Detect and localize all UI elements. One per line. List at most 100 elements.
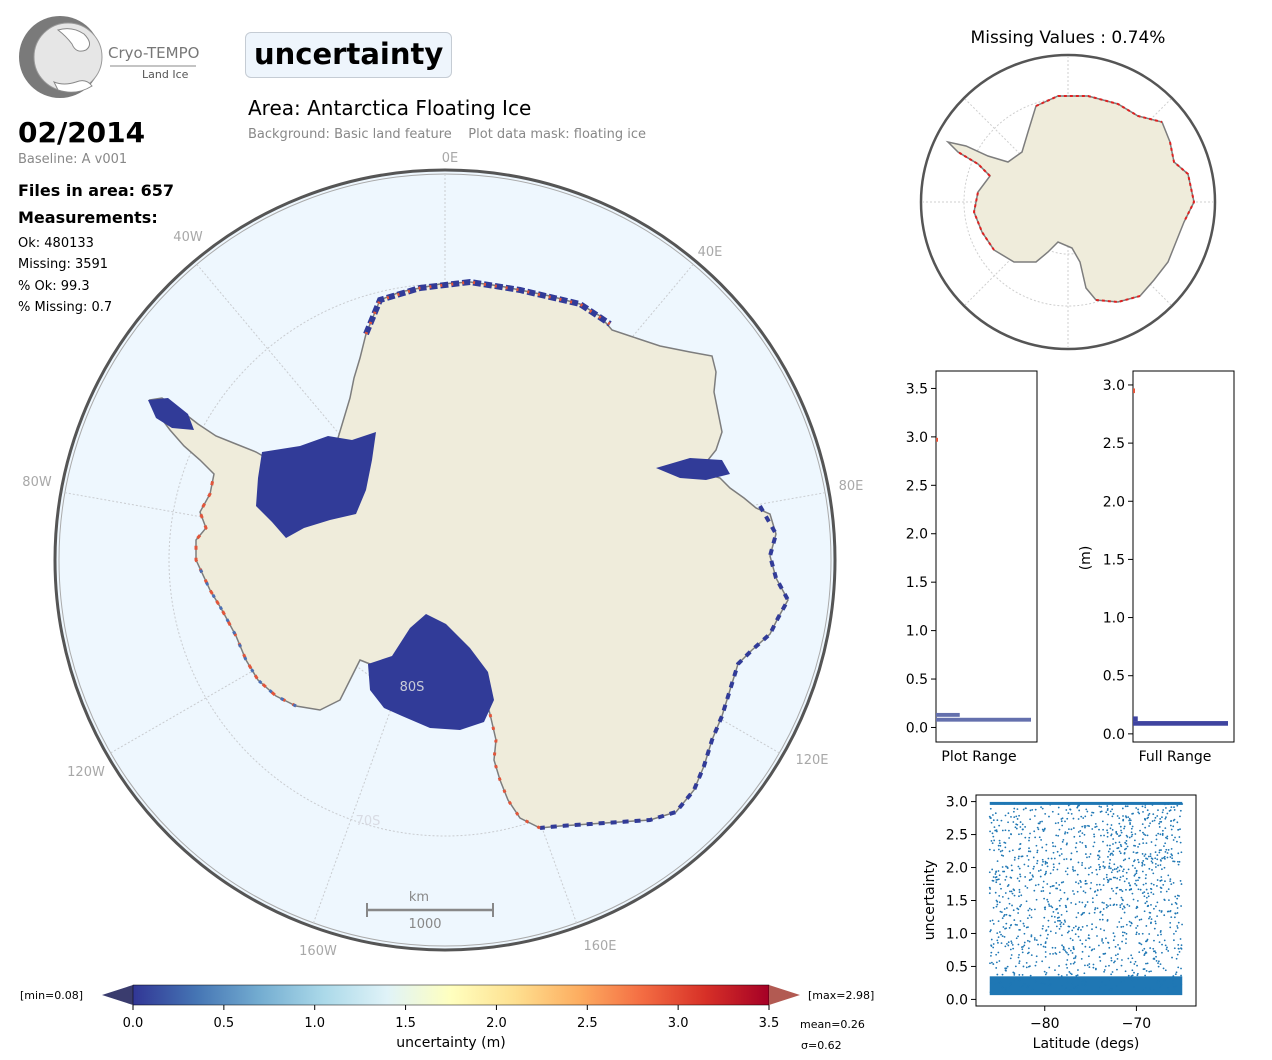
scatter-point: [1015, 937, 1018, 940]
scatter-point: [1125, 923, 1128, 926]
scatter-point: [1014, 923, 1017, 926]
scatter-point: [1116, 968, 1118, 971]
cryo-tempo-logo: Cryo-TEMPO Land Ice: [18, 16, 208, 102]
scatter-point: [988, 848, 991, 851]
scatter-point: [1101, 913, 1104, 916]
scatter-point: [1075, 986, 1078, 989]
scatter-point: [1142, 811, 1144, 813]
y-tick-label: 0.5: [946, 959, 968, 975]
scatter-point: [1067, 930, 1070, 933]
scatter-point: [998, 901, 1001, 904]
scatter-point: [1022, 808, 1025, 811]
scale-bar: km 1000: [366, 890, 494, 932]
scatter-point: [1052, 868, 1055, 871]
scatter-point: [1107, 881, 1109, 884]
scatter-point: [1116, 958, 1119, 960]
scatter-point: [1038, 822, 1041, 825]
scatter-point: [1047, 919, 1050, 922]
scatter-point: [999, 883, 1002, 886]
scatter-point: [1080, 929, 1082, 931]
scatter-point: [997, 848, 1000, 851]
scatter-point: [994, 873, 997, 875]
scatter-point: [1116, 877, 1119, 880]
scatter-point: [1119, 906, 1122, 909]
scatter-point: [1090, 882, 1093, 884]
scatter-point: [993, 849, 995, 852]
scatter-point: [1163, 845, 1165, 847]
scatter-point: [1077, 818, 1080, 820]
scatter-point: [1158, 851, 1161, 854]
scatter-point: [1107, 813, 1110, 816]
scatter-point: [1086, 964, 1089, 967]
scatter-point: [1027, 984, 1030, 987]
scatter-point: [1032, 867, 1035, 870]
scatter-point: [1125, 805, 1127, 808]
scatter-point: [1103, 834, 1105, 837]
scatter-point: [1047, 925, 1050, 928]
scatter-point: [1105, 811, 1108, 814]
scatter-point: [1004, 878, 1007, 881]
colorbar-mean: mean=0.26: [800, 1018, 865, 1031]
scatter-point: [1094, 826, 1097, 828]
scatter-point: [1120, 829, 1122, 832]
scatter-point: [1112, 876, 1115, 879]
scatter-point: [1000, 819, 1003, 822]
background-label: Background: Basic land feature: [248, 127, 452, 142]
scatter-point: [1030, 916, 1033, 919]
scatter-point: [995, 829, 998, 832]
scatter-point: [1159, 817, 1162, 820]
scatter-point: [1173, 860, 1176, 863]
scatter-point: [1049, 803, 1052, 806]
scatter-point: [1021, 823, 1024, 826]
scatter-point: [1005, 922, 1008, 925]
scatter-point: [1101, 940, 1103, 942]
scatter-point: [1013, 973, 1016, 976]
scatter-point: [1000, 942, 1003, 945]
scatter-point: [1163, 914, 1166, 917]
scatter-point: [1164, 969, 1167, 972]
scatter-point: [1052, 851, 1055, 854]
scatter-point: [1049, 885, 1052, 888]
scatter-point: [1106, 809, 1109, 812]
scatter-point: [1053, 866, 1055, 869]
scatter-point: [1152, 883, 1155, 886]
scatter-point: [1163, 979, 1165, 982]
scatter-point: [1141, 863, 1144, 865]
scatter-point: [1026, 986, 1029, 989]
scatter-point: [1087, 955, 1090, 958]
scatter-point: [1018, 848, 1020, 851]
scatter-point: [1077, 935, 1080, 938]
scatter-point: [1108, 964, 1110, 967]
scatter-point: [1145, 962, 1147, 965]
scatter-point: [1148, 867, 1151, 870]
scatter-point: [1180, 947, 1183, 950]
scatter-point: [1026, 939, 1029, 942]
scatter-point: [1153, 939, 1155, 942]
scatter-point: [1167, 910, 1170, 913]
scatter-point: [1174, 895, 1177, 898]
scatter-point: [1008, 902, 1011, 905]
scatter-point: [1133, 874, 1136, 877]
scatter-point: [1028, 907, 1031, 910]
scatter-point: [1084, 844, 1087, 847]
scatter-point: [1166, 835, 1169, 838]
scatter-point: [1143, 947, 1146, 950]
scatter-point: [1013, 919, 1016, 921]
scatter-point: [1125, 871, 1128, 874]
scatter-point: [1136, 906, 1139, 909]
scatter-point: [1029, 974, 1032, 977]
scatter-point: [1053, 857, 1056, 860]
scatter-point: [1084, 853, 1087, 855]
scatter-point: [1108, 867, 1111, 869]
scatter-point: [1062, 948, 1065, 951]
scatter-point: [1095, 926, 1098, 929]
scatter-point: [993, 983, 996, 985]
scatter-point: [1072, 870, 1075, 872]
subtitle: Background: Basic land feature Plot data…: [248, 127, 646, 142]
scatter-point: [1093, 948, 1096, 950]
scatter-point: [1125, 839, 1128, 842]
scatter-point: [1036, 862, 1038, 865]
scatter-point: [1058, 862, 1061, 865]
scatter-point: [1028, 951, 1030, 954]
scatter-point: [1066, 867, 1069, 870]
